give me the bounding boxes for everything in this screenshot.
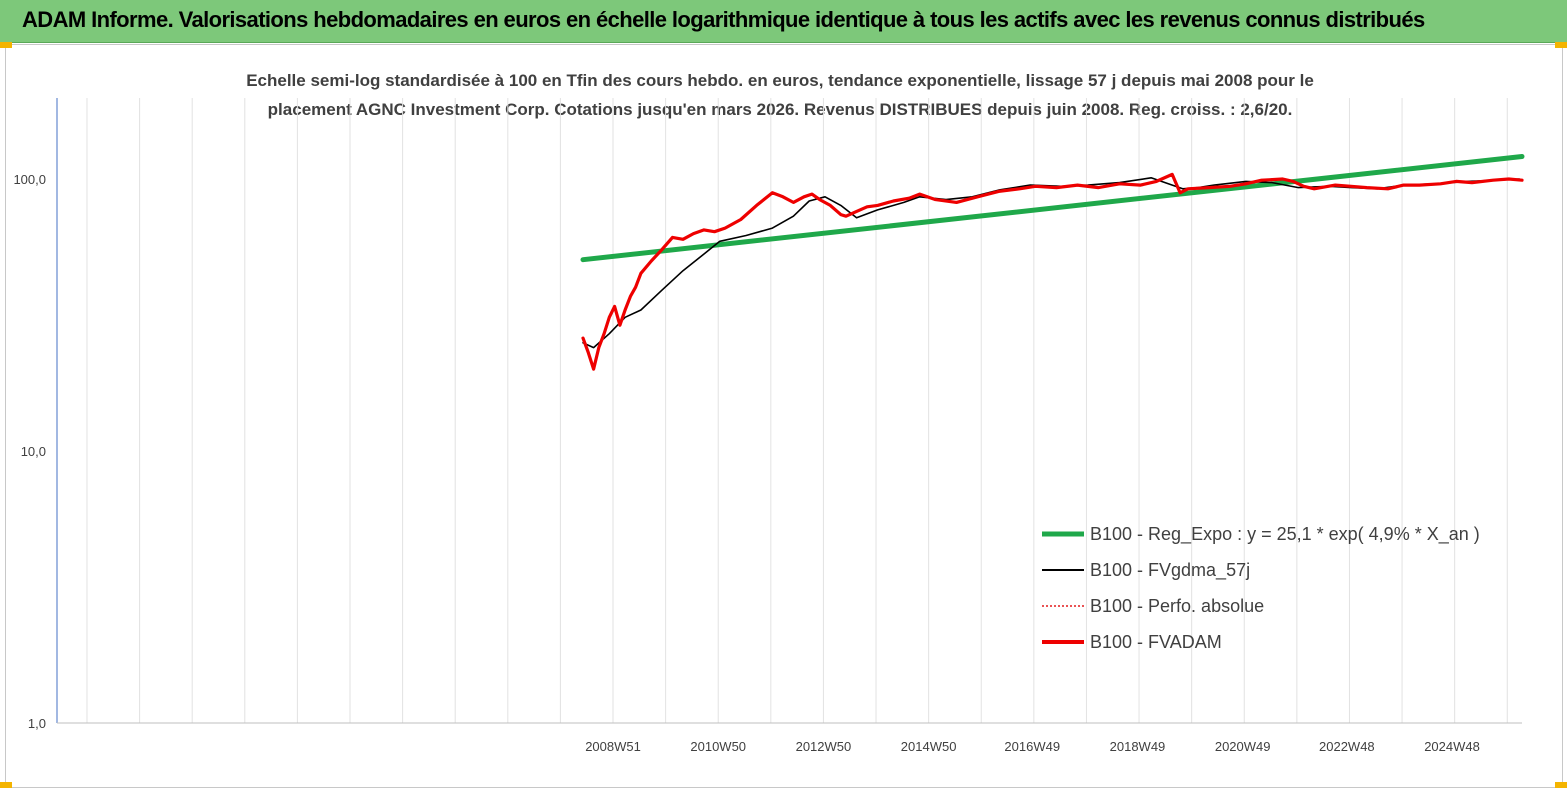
frame-corner-marker	[1555, 782, 1567, 788]
legend-label: B100 - FVgdma_57j	[1090, 560, 1250, 581]
y-tick-label: 10,0	[21, 444, 46, 459]
legend-label: B100 - FVADAM	[1090, 632, 1222, 652]
x-tick-label: 2014W50	[901, 739, 957, 754]
chart-title-line-1: Echelle semi-log standardisée à 100 en T…	[246, 71, 1314, 90]
header-bar: ADAM Informe. Valorisations hebdomadaire…	[0, 0, 1567, 43]
frame-corner-marker	[1555, 42, 1567, 48]
y-tick-label: 100,0	[13, 172, 46, 187]
x-tick-label: 2012W50	[796, 739, 852, 754]
legend-label: B100 - Reg_Expo : y = 25,1 * exp( 4,9% *…	[1090, 524, 1480, 545]
x-tick-label: 2020W49	[1215, 739, 1271, 754]
series-line-fvadam	[581, 172, 1524, 371]
legend-label: B100 - Perfo. absolue	[1090, 596, 1264, 616]
chart-title-line-2: placement AGNC Investment Corp. Cotation…	[268, 100, 1293, 119]
x-tick-label: 2008W51	[585, 739, 641, 754]
x-tick-label: 2024W48	[1424, 739, 1480, 754]
series-group	[580, 154, 1525, 371]
page-title: ADAM Informe. Valorisations hebdomadaire…	[22, 7, 1425, 32]
x-tick-label: 2016W49	[1004, 739, 1060, 754]
legend: B100 - Reg_Expo : y = 25,1 * exp( 4,9% *…	[1042, 524, 1480, 652]
x-tick-label: 2018W49	[1110, 739, 1166, 754]
x-tick-label: 2010W50	[690, 739, 746, 754]
chart-frame	[5, 44, 1563, 788]
axes: 1,0 10,0 100,0 2008W51 2010W50 2012W50 2014W50…	[13, 98, 1522, 754]
x-tick-label: 2022W48	[1319, 739, 1375, 754]
series-line-reg-expo	[580, 154, 1525, 263]
frame-corner-marker	[0, 42, 12, 48]
series-line-fvgdma	[582, 177, 1521, 349]
y-tick-label: 1,0	[28, 716, 46, 731]
grid-lines	[86, 98, 1508, 723]
frame-corner-marker	[0, 782, 12, 788]
